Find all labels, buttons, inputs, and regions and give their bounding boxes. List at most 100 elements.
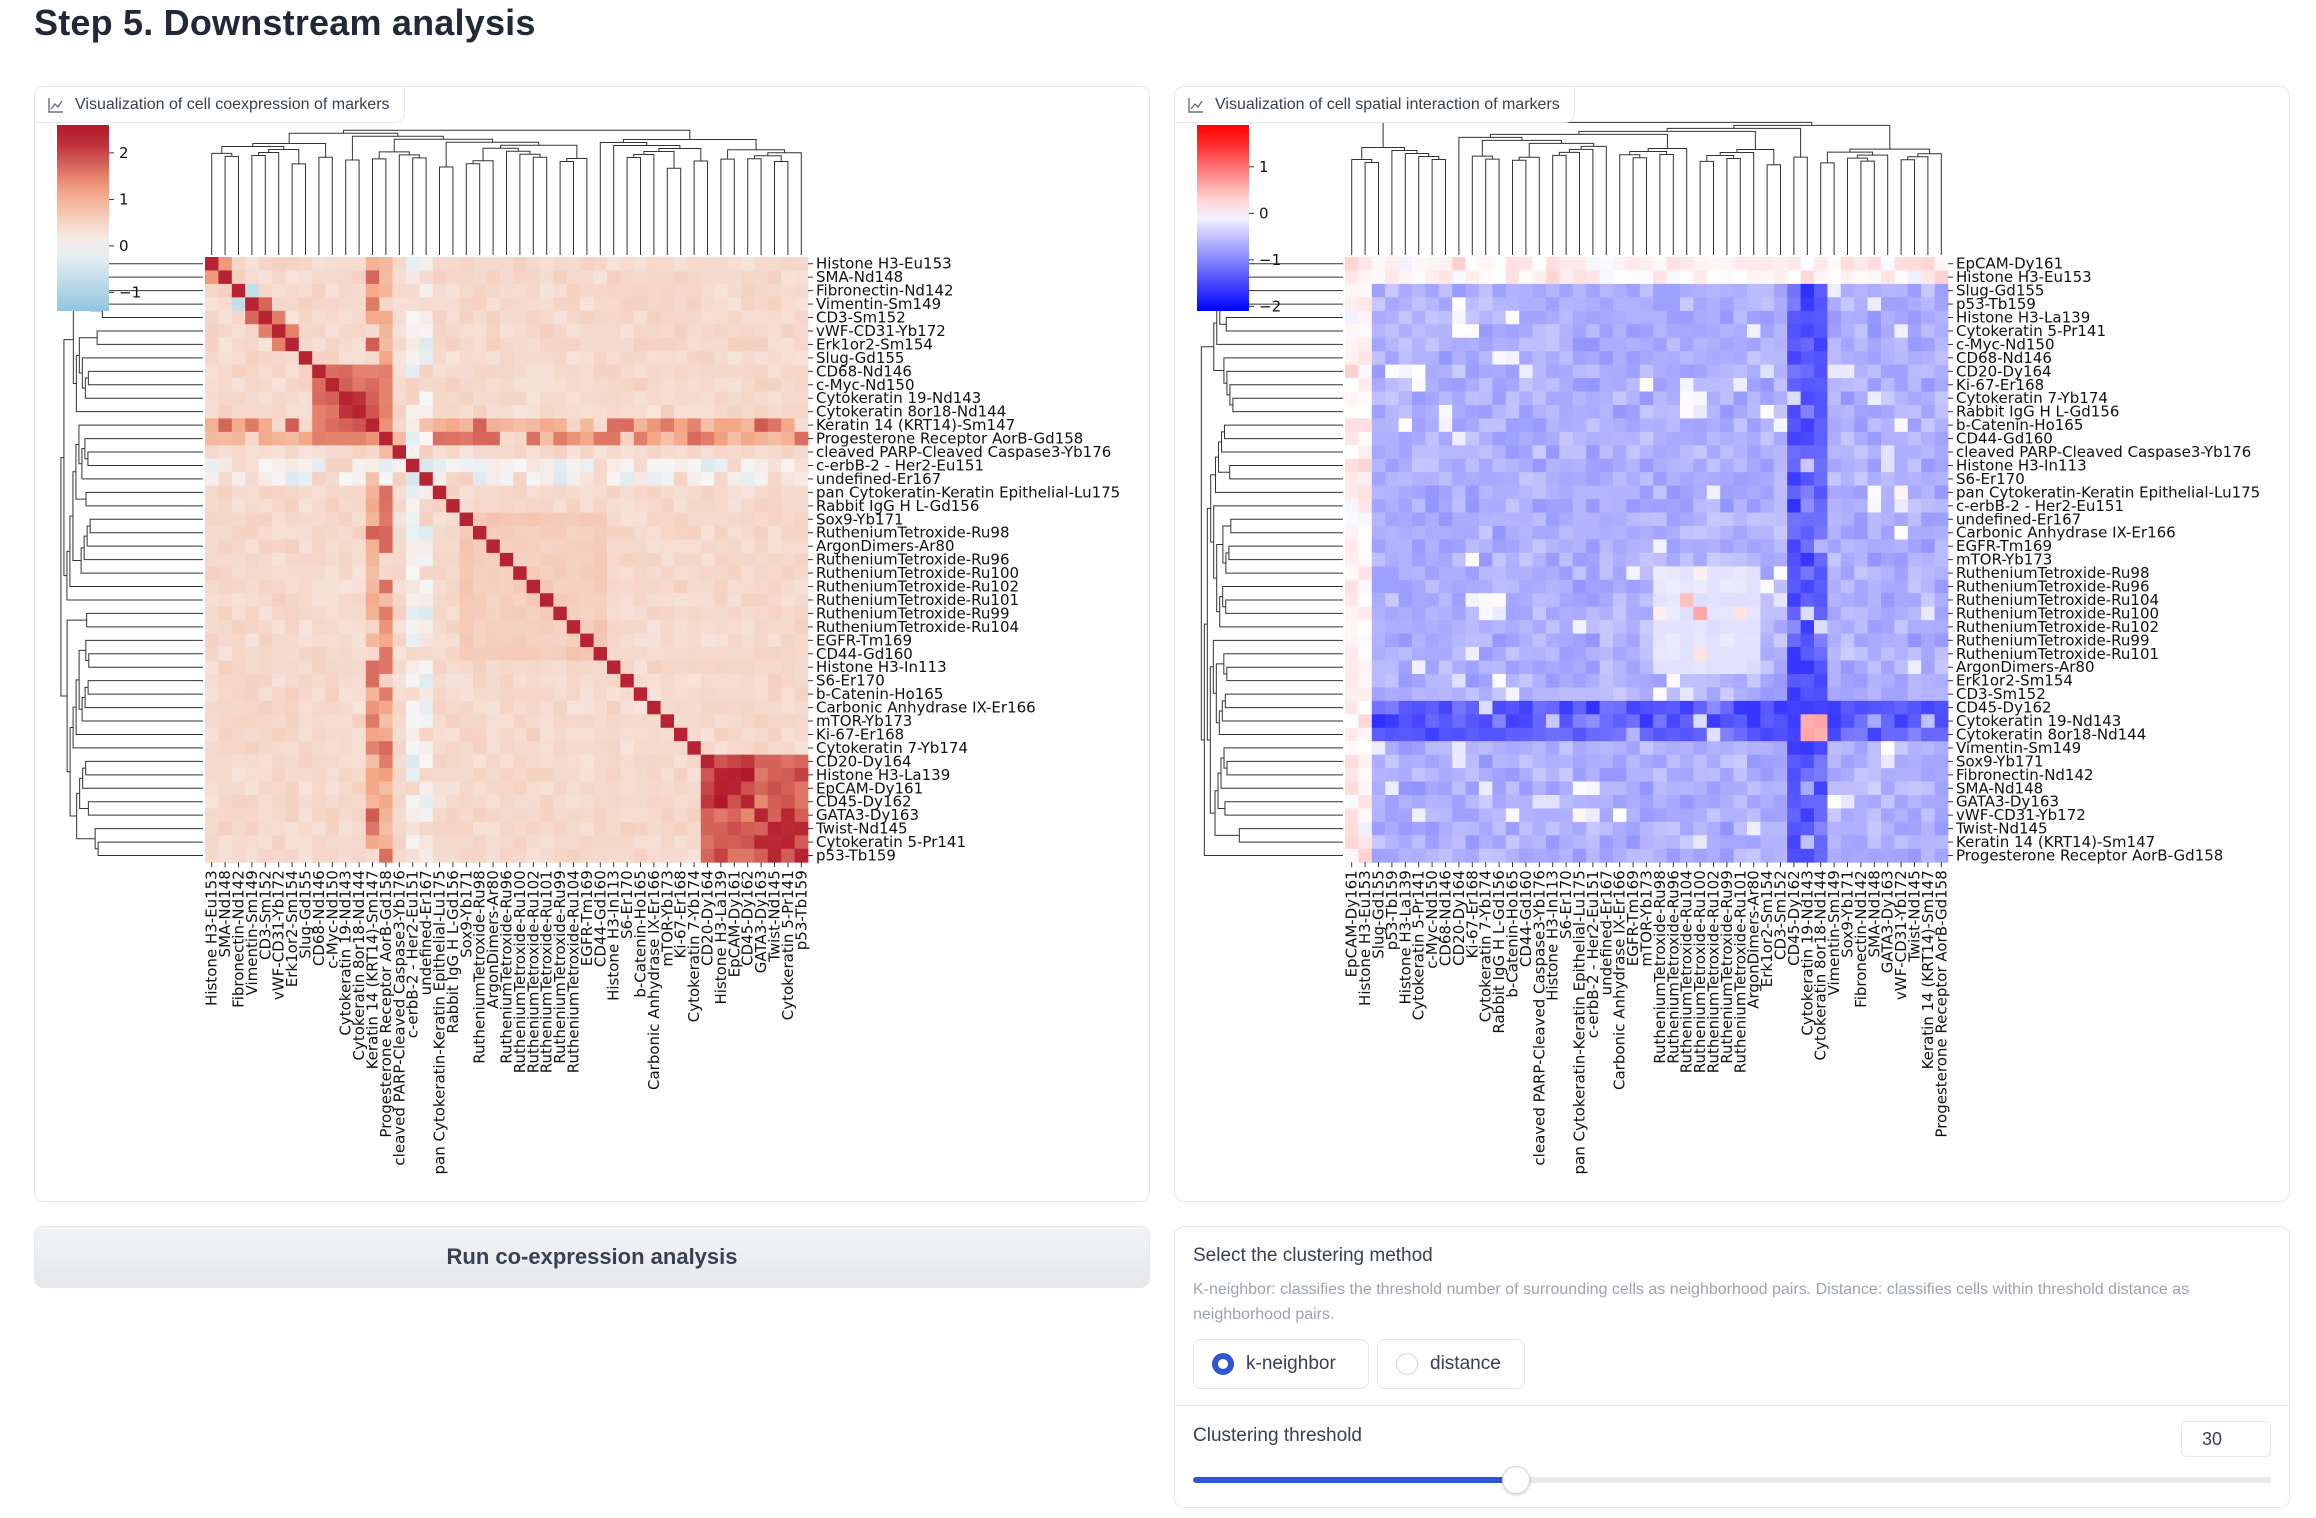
heatmap-cell bbox=[553, 270, 568, 285]
radio-distance[interactable]: distance bbox=[1377, 1339, 1525, 1389]
heatmap-cell bbox=[392, 431, 407, 446]
heatmap-cell bbox=[231, 324, 246, 339]
heatmap-cell bbox=[754, 566, 769, 581]
heatmap-cell bbox=[580, 404, 594, 419]
heatmap-cell bbox=[1787, 741, 1801, 756]
run-coexpression-button[interactable]: Run co-expression analysis bbox=[34, 1226, 1150, 1288]
heatmap-cell bbox=[285, 445, 300, 460]
heatmap-cell bbox=[1907, 391, 1922, 406]
heatmap-cell bbox=[620, 418, 635, 433]
heatmap-cell bbox=[1465, 566, 1480, 581]
heatmap-cell bbox=[285, 458, 300, 473]
column-labels: Histone H3-Eu153SMA-Nd148Fibronectin-Nd1… bbox=[203, 862, 810, 1174]
heatmap-cell bbox=[1773, 768, 1788, 782]
heatmap-cell bbox=[553, 606, 568, 621]
heatmap-cell bbox=[1452, 283, 1466, 298]
heatmap-cell bbox=[727, 714, 742, 729]
heatmap-cell bbox=[339, 633, 353, 648]
heatmap-cell bbox=[566, 512, 581, 527]
heatmap-cell bbox=[1894, 364, 1909, 379]
heatmap-cell bbox=[1867, 606, 1882, 621]
dendrogram-branch bbox=[393, 138, 493, 152]
heatmap-cell bbox=[325, 647, 340, 661]
threshold-slider-thumb[interactable] bbox=[1502, 1466, 1531, 1494]
threshold-input[interactable]: 30 bbox=[2181, 1421, 2271, 1457]
dendrogram-branch bbox=[76, 792, 96, 840]
heatmap-cell bbox=[1653, 647, 1667, 661]
heatmap-cell bbox=[1680, 848, 1694, 863]
heatmap-cell bbox=[499, 606, 514, 621]
heatmap-cell bbox=[473, 283, 487, 298]
heatmap-cell bbox=[741, 687, 755, 702]
heatmap-cell bbox=[1881, 472, 1895, 487]
threshold-slider[interactable] bbox=[1193, 1466, 2271, 1494]
heatmap-cell bbox=[365, 566, 380, 581]
heatmap-cell bbox=[1626, 418, 1641, 433]
radio-k-neighbor[interactable]: k-neighbor bbox=[1193, 1339, 1369, 1389]
heatmap-cell bbox=[1532, 781, 1547, 796]
heatmap-cell bbox=[379, 445, 393, 460]
heatmap-cell bbox=[365, 257, 380, 271]
heatmap-cell bbox=[1532, 579, 1547, 594]
heatmap-cell bbox=[1867, 364, 1882, 379]
heatmap-cell bbox=[312, 445, 326, 460]
heatmap-cell bbox=[365, 310, 380, 325]
heatmap-cell bbox=[593, 351, 608, 365]
heatmap-cell bbox=[459, 606, 474, 621]
heatmap-cell bbox=[258, 297, 273, 312]
heatmap-cell bbox=[660, 781, 675, 796]
heatmap-cell bbox=[325, 418, 340, 433]
heatmap-cell bbox=[1814, 660, 1828, 675]
heatmap-cell bbox=[1720, 526, 1734, 540]
heatmap-cell bbox=[714, 499, 728, 513]
heatmap-cell bbox=[1519, 337, 1533, 352]
heatmap-cell bbox=[1345, 633, 1359, 648]
heatmap-cell bbox=[499, 297, 514, 312]
heatmap-cell bbox=[245, 324, 259, 339]
heatmap-cell bbox=[1371, 700, 1386, 715]
heatmap-cell bbox=[647, 472, 661, 487]
heatmap-cell bbox=[754, 283, 769, 298]
heatmap-cell bbox=[1733, 391, 1748, 406]
heatmap-cell bbox=[781, 593, 795, 608]
heatmap-cell bbox=[1733, 257, 1748, 271]
heatmap-cell bbox=[1639, 552, 1654, 567]
heatmap-cell bbox=[1345, 727, 1359, 742]
dendrogram-branch bbox=[1481, 139, 1562, 157]
heatmap-cell bbox=[1854, 781, 1868, 796]
heatmap-cell bbox=[1546, 297, 1560, 312]
heatmap-cell bbox=[1345, 404, 1359, 419]
heatmap-cell bbox=[553, 795, 568, 809]
heatmap-cell bbox=[1519, 633, 1533, 648]
heatmap-cell bbox=[218, 445, 233, 460]
row-label: Sox9-Yb171 bbox=[1956, 752, 2044, 770]
heatmap-cell bbox=[419, 283, 434, 298]
heatmap-cell bbox=[620, 781, 635, 796]
heatmap-cell bbox=[1505, 808, 1520, 823]
dendrogram-branch bbox=[251, 154, 266, 255]
heatmap-cell bbox=[1385, 714, 1399, 729]
heatmap-cell bbox=[1693, 512, 1708, 527]
heatmap-cell bbox=[1532, 472, 1547, 487]
heatmap-cell bbox=[446, 566, 460, 581]
heatmap-cell bbox=[1586, 566, 1600, 581]
heatmap-cell bbox=[700, 257, 715, 271]
heatmap-cell bbox=[1465, 687, 1480, 702]
heatmap-cell bbox=[379, 579, 393, 594]
heatmap-cell bbox=[754, 458, 769, 473]
heatmap-cell bbox=[352, 431, 367, 446]
dendrogram-branch bbox=[1518, 156, 1540, 255]
heatmap-cell bbox=[1907, 418, 1922, 433]
heatmap-cell bbox=[231, 768, 246, 782]
heatmap-cell bbox=[1546, 741, 1560, 756]
heatmap-cell bbox=[580, 297, 594, 312]
heatmap-cell bbox=[473, 539, 487, 554]
heatmap-cell bbox=[794, 418, 809, 433]
heatmap-cell bbox=[1894, 593, 1909, 608]
heatmap-cell bbox=[741, 404, 755, 419]
heatmap-cell bbox=[1559, 714, 1574, 729]
heatmap-cell bbox=[1693, 768, 1708, 782]
heatmap-cell bbox=[298, 673, 313, 688]
heatmap-cell bbox=[1666, 633, 1681, 648]
